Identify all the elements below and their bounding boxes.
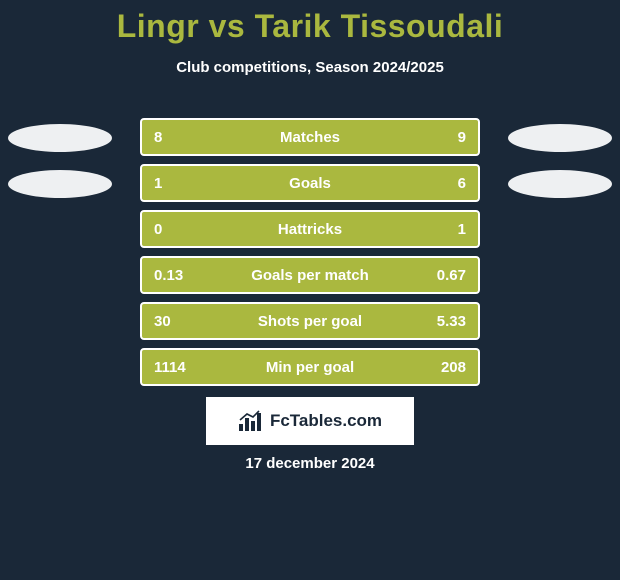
stat-row: 0Hattricks1	[0, 210, 620, 256]
stat-left-value: 0.13	[154, 267, 194, 284]
player-right-oval	[508, 124, 612, 152]
source-badge-text: FcTables.com	[270, 411, 382, 431]
stat-bar: 1114Min per goal208	[140, 348, 480, 386]
source-badge[interactable]: FcTables.com	[206, 397, 414, 445]
stat-row: 1Goals6	[0, 164, 620, 210]
stat-label: Min per goal	[194, 359, 426, 376]
stat-label: Shots per goal	[194, 313, 426, 330]
stat-right-value: 6	[426, 175, 466, 192]
page-title: Lingr vs Tarik Tissoudali	[0, 0, 620, 45]
stat-label: Matches	[194, 129, 426, 146]
subtitle: Club competitions, Season 2024/2025	[0, 59, 620, 76]
stat-row: 8Matches9	[0, 118, 620, 164]
stat-bar: 30Shots per goal5.33	[140, 302, 480, 340]
bars-chart-icon	[238, 410, 264, 432]
stat-right-value: 0.67	[426, 267, 466, 284]
stat-row: 0.13Goals per match0.67	[0, 256, 620, 302]
stat-bar: 1Goals6	[140, 164, 480, 202]
stat-left-value: 1114	[154, 359, 194, 376]
stat-bar: 0Hattricks1	[140, 210, 480, 248]
stat-bar: 8Matches9	[140, 118, 480, 156]
stat-right-value: 9	[426, 129, 466, 146]
player-right-oval	[508, 170, 612, 198]
stat-bar: 0.13Goals per match0.67	[140, 256, 480, 294]
stat-left-value: 0	[154, 221, 194, 238]
stat-left-value: 1	[154, 175, 194, 192]
stat-left-value: 8	[154, 129, 194, 146]
stat-label: Goals	[194, 175, 426, 192]
stat-right-value: 1	[426, 221, 466, 238]
stats-rows: 8Matches91Goals60Hattricks10.13Goals per…	[0, 118, 620, 394]
stat-label: Hattricks	[194, 221, 426, 238]
stat-left-value: 30	[154, 313, 194, 330]
stat-right-value: 5.33	[426, 313, 466, 330]
player-left-oval	[8, 170, 112, 198]
stat-row: 30Shots per goal5.33	[0, 302, 620, 348]
stat-row: 1114Min per goal208	[0, 348, 620, 394]
stat-label: Goals per match	[194, 267, 426, 284]
player-left-oval	[8, 124, 112, 152]
stat-right-value: 208	[426, 359, 466, 376]
footer-date: 17 december 2024	[0, 455, 620, 472]
